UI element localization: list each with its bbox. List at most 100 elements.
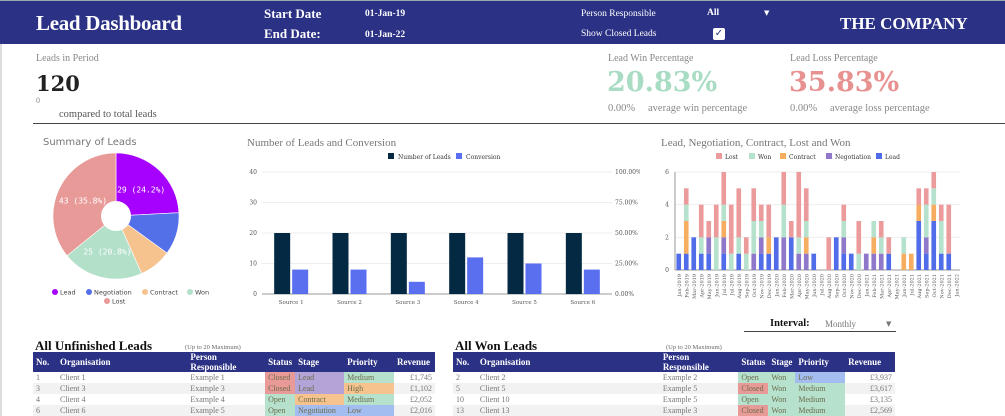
cell-org: Client 5 [476,383,660,394]
leads-conversion-title: Number of Leads and Conversion [247,137,397,149]
col-priority[interactable]: Priority [344,352,394,372]
bar-segment-lead [773,237,779,270]
table-row[interactable]: 2 Client 2 Example 2 Open Won Low £3,937 [453,372,895,383]
bar-segment-won [901,237,907,254]
cell-no: 6 [33,405,57,416]
bar-segment-lost [826,237,832,270]
bar-segment-contract [683,221,689,254]
x-tick-label: Dec-2020 [857,274,863,298]
unfinished-leads-title: All Unfinished Leads [35,338,153,353]
col-status[interactable]: Status [265,352,296,372]
col-no[interactable]: No. [33,352,57,372]
legend-marker-negotiation [86,289,92,295]
bar-segment-lead [691,237,697,270]
cell-org: Client 4 [59,395,86,404]
col-revenue[interactable]: Revenue [845,352,895,372]
legend-label: Number of Leads [398,154,451,161]
table-row[interactable]: 6 Client 6 Example 5 Open Negotiation Low £2,0… [33,405,435,416]
legend-marker-lost [104,298,110,304]
col-organisation[interactable]: Organisation [476,352,660,372]
bar-segment-lost [803,188,809,221]
legend-label: Lead [885,154,900,161]
interval-dropdown[interactable]: Monthly [825,319,857,329]
cell-person: Example 4 [190,395,225,404]
bar-segment-lead [833,237,839,270]
table-row[interactable]: 1 Client 1 Example 1 Closed Lead Medium £1,745 [33,372,435,383]
bar-segment-contract [931,204,937,221]
bar-segment-won [713,237,719,270]
bar-segment-lost [841,204,847,221]
bar-segment-lead [886,253,892,270]
chevron-down-icon[interactable]: ▼ [886,320,892,328]
cell-person: Example 2 [662,373,698,382]
col-stage[interactable]: Stage [295,352,345,372]
x-tick-label: Apr-2020 [797,274,803,299]
win-percentage-value: 20.83% [607,67,718,98]
table-row[interactable]: 3 Client 3 Example 3 Closed Lead High £1,102 [33,383,435,394]
bar-segment-contract [901,253,907,270]
col-revenue[interactable]: Revenue [393,352,435,372]
kpi-divider [33,123,1005,124]
x-tick-label: Mar-2021 [879,274,885,299]
bar-segment-won [781,204,787,238]
y2-tick-label: 50.00% [615,230,638,237]
bar-segment-lost [796,172,802,238]
col-person[interactable]: Person Responsible [659,352,739,372]
cell-status: Open [738,372,769,383]
cell-priority: Low [795,372,846,383]
bar-segment-lost [728,204,734,254]
cell-status: Closed [265,372,296,383]
bar-segment-lost [736,188,742,238]
x-tick-label: Oct-2019 [752,274,758,297]
cell-person: Example 3 [659,405,739,416]
table-row[interactable]: 10 Client 10 Example 5 Open Won Medium £3,135 [453,394,895,405]
col-organisation[interactable]: Organisation [56,352,188,372]
start-date-label: Start Date [264,6,322,21]
chevron-down-icon[interactable]: ▼ [764,9,770,17]
bar-conversion [525,263,542,294]
app-title: Lead Dashboard [36,11,182,35]
y-tick-label: 30 [249,200,257,207]
won-leads-table: No. Organisation Person Responsible Stat… [453,352,895,416]
bar-segment-won [878,237,884,254]
won-leads-note: (Up to 20 Maximum) [666,344,722,351]
bar-segment-lead [916,221,922,270]
y-tick-label: 6 [665,169,669,176]
bar-segment-negotiation [706,237,712,254]
legend-marker-negotiation [826,153,832,159]
bar-segment-negotiation [923,237,929,254]
table-row[interactable]: 5 Client 5 Example 5 Closed Won Medium £3,617 [453,383,895,394]
cell-stage: Contract [295,394,345,405]
bar-segment-contract [871,237,877,254]
bar-segment-lost [923,188,929,205]
legend-label: Contract [789,154,816,161]
bar-segment-contract [916,204,922,221]
person-responsible-dropdown[interactable]: All [707,8,720,18]
bar-number-of-leads [449,233,466,294]
bar-segment-lead [683,253,689,270]
cell-stage: Lead [295,372,345,383]
x-tick-label: Source 6 [570,300,595,306]
col-priority[interactable]: Priority [795,352,846,372]
col-no[interactable]: No. [453,352,477,372]
bar-segment-lead [721,253,727,270]
end-date-value[interactable]: 01-Jan-22 [365,30,406,40]
bar-segment-won [856,253,862,270]
bar-segment-lost [946,204,952,254]
pie-slice-won [66,215,143,280]
table-row[interactable]: 4 Client 4 Example 4 Open Contract Medium £2,0… [33,394,435,405]
x-tick-label: Source 5 [512,300,537,306]
cell-priority: Low [344,405,394,416]
x-tick-label: Nov-2020 [849,274,855,299]
table-header-row: No. Organisation Person Responsible Stat… [33,352,435,372]
col-status[interactable]: Status [738,352,769,372]
cell-priority: Medium [344,372,394,383]
cell-no: 2 [456,373,460,382]
bar-segment-lost [938,204,944,221]
start-date-value[interactable]: 01-Jan-19 [365,9,406,19]
x-tick-label: Jul-2019 [729,274,735,296]
col-stage[interactable]: Stage [768,352,796,372]
show-closed-leads-checkbox[interactable]: ✓ [713,28,725,40]
col-person[interactable]: Person Responsible [187,352,266,372]
table-row[interactable]: 13 Client 13 Example 3 Closed Won Medium £2,56… [453,405,895,416]
